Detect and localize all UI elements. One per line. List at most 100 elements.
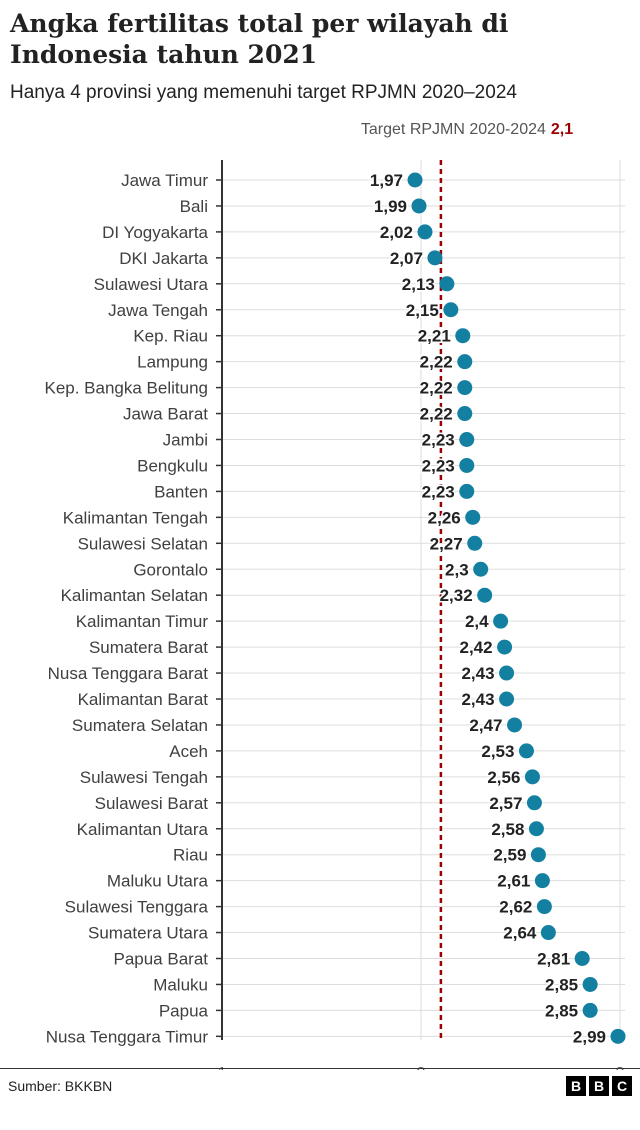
data-point xyxy=(407,172,423,188)
data-label: 2,07 xyxy=(390,249,423,268)
data-label: 2,23 xyxy=(422,431,455,450)
category-label: Aceh xyxy=(169,742,208,761)
data-label: 2,62 xyxy=(499,898,532,917)
data-point xyxy=(455,328,471,344)
data-label: 1,99 xyxy=(374,197,407,216)
bbc-logo-letter: B xyxy=(589,1076,609,1096)
data-point xyxy=(459,457,475,473)
data-point xyxy=(459,432,475,447)
data-label: 2,57 xyxy=(489,794,522,813)
data-point xyxy=(459,483,475,499)
data-point xyxy=(473,561,489,577)
data-point xyxy=(518,743,534,759)
x-tick-label: 2 xyxy=(417,1065,426,1070)
data-label: 2,85 xyxy=(545,1001,578,1020)
data-point xyxy=(524,769,540,785)
data-point xyxy=(497,639,513,655)
category-label: Kep. Riau xyxy=(133,327,208,346)
data-point xyxy=(457,354,473,370)
chart-subtitle: Hanya 4 provinsi yang memenuhi target RP… xyxy=(10,82,517,103)
data-point xyxy=(493,613,509,629)
data-point xyxy=(417,224,433,240)
data-point xyxy=(499,665,515,681)
data-label: 2,43 xyxy=(461,664,494,683)
category-label: Sulawesi Utara xyxy=(94,275,209,294)
data-point xyxy=(477,587,493,603)
category-label: Maluku Utara xyxy=(107,872,209,891)
category-label: DKI Jakarta xyxy=(119,249,208,268)
data-label: 2,32 xyxy=(440,586,473,605)
category-label: Jambi xyxy=(163,431,208,450)
data-point xyxy=(528,821,544,837)
data-point xyxy=(467,535,483,551)
data-label: 2,4 xyxy=(465,612,489,631)
footer-divider xyxy=(0,1068,640,1069)
category-label: Lampung xyxy=(137,353,208,372)
data-point xyxy=(530,847,546,863)
data-point xyxy=(439,276,455,292)
category-label: Jawa Barat xyxy=(123,405,208,424)
target-reference-value: 2,1 xyxy=(551,121,573,138)
data-point xyxy=(427,250,443,266)
data-label: 2,22 xyxy=(420,405,453,424)
data-point xyxy=(526,795,542,811)
data-label: 2,47 xyxy=(469,716,502,735)
category-label: Kep. Bangka Belitung xyxy=(44,379,208,398)
data-point xyxy=(457,406,473,422)
data-point xyxy=(610,1028,626,1044)
data-point xyxy=(457,380,473,396)
category-label: Bengkulu xyxy=(137,456,208,475)
data-label: 2,59 xyxy=(493,846,526,865)
data-label: 2,15 xyxy=(406,301,439,320)
bbc-logo-letter: C xyxy=(612,1076,632,1096)
data-label: 2,43 xyxy=(461,690,494,709)
bbc-logo-letter: B xyxy=(566,1076,586,1096)
category-label: Kalimantan Tengah xyxy=(63,508,208,527)
data-label: 2,21 xyxy=(418,327,451,346)
data-label: 2,26 xyxy=(428,508,461,527)
category-label: Nusa Tenggara Barat xyxy=(48,664,209,683)
data-label: 2,13 xyxy=(402,275,435,294)
data-label: 2,22 xyxy=(420,379,453,398)
category-label: Kalimantan Barat xyxy=(78,690,209,709)
dot-plot-chart: Target RPJMN 2020-2024 2,1 Jawa Timur 1,97 B… xyxy=(44,121,626,1070)
target-reference-label: Target RPJMN 2020-2024 xyxy=(361,121,546,138)
x-tick-label: 3 xyxy=(616,1065,625,1070)
data-label: 2,23 xyxy=(422,482,455,501)
data-label: 2,81 xyxy=(537,950,570,969)
category-label: Riau xyxy=(173,846,208,865)
category-label: Jawa Tengah xyxy=(108,301,208,320)
data-point xyxy=(582,1002,598,1018)
category-label: Sumatera Utara xyxy=(88,924,209,943)
category-label: Kalimantan Timur xyxy=(76,612,209,631)
data-label: 2,42 xyxy=(459,638,492,657)
category-label: Sumatera Selatan xyxy=(72,716,208,735)
source-note: Sumber: BKKBN xyxy=(8,1078,113,1094)
data-point xyxy=(534,873,550,889)
category-label: Banten xyxy=(154,482,208,501)
bbc-logo: B B C xyxy=(566,1076,632,1096)
x-tick-label: 1 xyxy=(218,1065,227,1070)
category-label: Papua xyxy=(159,1001,209,1020)
data-label: 2,3 xyxy=(445,560,469,579)
category-label: DI Yogyakarta xyxy=(102,223,208,242)
category-label: Gorontalo xyxy=(133,560,208,579)
data-label: 2,27 xyxy=(430,534,463,553)
data-point xyxy=(582,976,598,992)
data-label: 2,53 xyxy=(481,742,514,761)
data-point xyxy=(411,198,427,214)
data-label: 1,97 xyxy=(370,171,403,190)
chart-title: Angka fertilitas total per wilayah di In… xyxy=(10,9,509,69)
data-label: 2,99 xyxy=(573,1027,606,1046)
category-label: Kalimantan Utara xyxy=(77,820,209,839)
data-label: 2,22 xyxy=(420,353,453,372)
data-point xyxy=(574,951,590,966)
category-label: Sulawesi Tenggara xyxy=(65,898,209,917)
data-point xyxy=(499,691,515,707)
data-point xyxy=(540,925,556,941)
data-label: 2,58 xyxy=(491,820,524,839)
data-point xyxy=(536,899,552,915)
category-label: Maluku xyxy=(153,975,208,994)
data-label: 2,56 xyxy=(487,768,520,787)
data-label: 2,02 xyxy=(380,223,413,242)
